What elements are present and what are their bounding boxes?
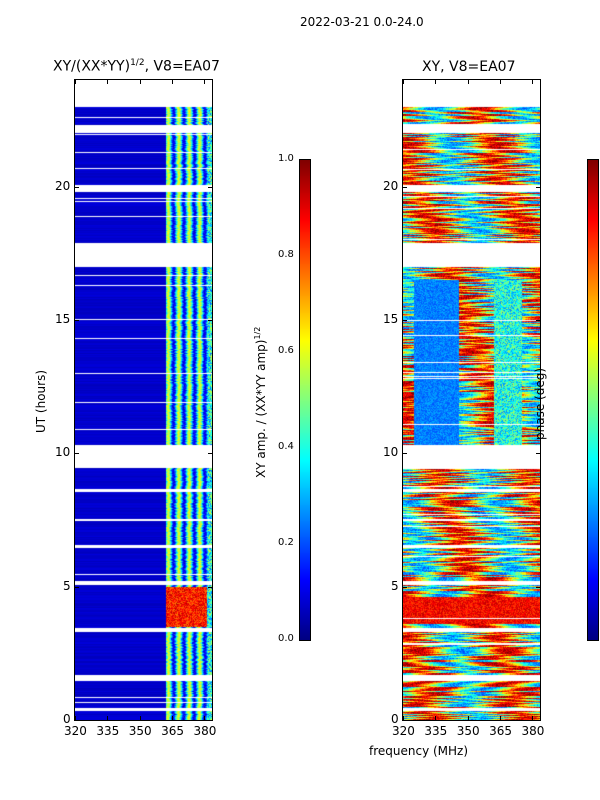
y-tick-mark [536,720,540,721]
y-tick-label: 0 [391,712,399,726]
y-axis-label: UT (hours) [34,369,48,433]
x-tick-mark [75,80,76,84]
x-tick-label: 335 [96,724,120,738]
y-tick-mark [536,320,540,321]
y-tick-mark [75,320,79,321]
y-tick-mark [75,720,79,721]
y-tick-mark [208,320,212,321]
x-tick-mark [500,80,502,84]
amplitude-colorbar [299,159,311,641]
colorbar-tick-label: 0.0 [278,633,294,644]
y-tick-mark [403,586,407,588]
phase-colorbar-label: phase (deg) [533,367,547,440]
x-tick-mark [532,80,534,84]
y-tick-label: 5 [391,578,399,593]
y-tick-label: 20 [55,178,71,193]
y-tick-label: 20 [383,178,399,193]
y-tick-mark [75,586,79,588]
x-tick-mark [403,716,404,720]
y-tick-label: 15 [55,312,71,326]
x-tick-label: 350 [128,724,152,738]
colorbar-tick-label: 0.8 [278,249,294,260]
y-tick-mark [536,453,540,455]
x-tick-label: 380 [521,724,545,738]
x-tick-mark [467,80,469,84]
phase-colorbar [587,159,599,641]
x-tick-mark [467,716,469,720]
x-tick-mark [139,716,141,720]
x-tick-mark [139,80,141,84]
right-axes-frame [402,79,541,721]
colorbar-tick-label: 0.4 [278,441,294,452]
y-tick-mark [536,586,540,588]
y-tick-mark [208,720,212,721]
x-tick-mark [532,716,534,720]
y-tick-mark [536,186,540,188]
y-tick-label: 15 [383,312,399,326]
x-tick-label: 380 [193,724,217,738]
x-tick-mark [403,80,404,84]
x-tick-mark [172,716,174,720]
y-tick-mark [208,186,212,188]
x-tick-mark [204,716,206,720]
colorbar-tick-label: 1.0 [278,153,294,164]
x-tick-label: 365 [161,724,184,738]
x-tick-mark [204,80,206,84]
amplitude-heatmap [75,80,212,720]
x-tick-mark [75,716,76,720]
x-tick-mark [435,80,437,84]
y-tick-mark [403,320,407,321]
left-axes-frame [74,79,213,721]
y-tick-label: 5 [63,578,71,593]
y-tick-mark [75,453,79,455]
x-axis-label: frequency (MHz) [369,744,469,758]
right-panel-title: XY, V8=EA07 [422,59,516,75]
y-tick-mark [403,453,407,455]
left-panel-title: XY/(XX*YY)1/2, V8=EA07 [53,58,220,75]
x-tick-mark [500,716,502,720]
x-tick-mark [172,80,174,84]
x-tick-label: 320 [64,724,87,738]
y-tick-mark [75,186,79,188]
y-tick-mark [208,586,212,588]
y-tick-mark [403,186,407,188]
phase-heatmap [403,80,540,720]
x-tick-mark [107,716,109,720]
amplitude-colorbar-label: XY amp. / (XX*YY amp)1/2 [253,326,268,478]
x-tick-label: 335 [424,724,448,738]
y-tick-label: 0 [63,712,71,726]
y-tick-label: 10 [55,445,71,460]
x-tick-label: 350 [456,724,480,738]
y-tick-mark [403,720,407,721]
figure-suptitle: 2022-03-21 0.0-24.0 [300,15,424,29]
colorbar-tick-label: 0.2 [278,537,294,548]
x-tick-label: 320 [392,724,415,738]
x-tick-label: 365 [489,724,512,738]
colorbar-tick-label: 0.6 [278,345,294,356]
y-tick-mark [208,453,212,455]
x-tick-mark [107,80,109,84]
x-tick-mark [435,716,437,720]
y-tick-label: 10 [383,445,399,460]
